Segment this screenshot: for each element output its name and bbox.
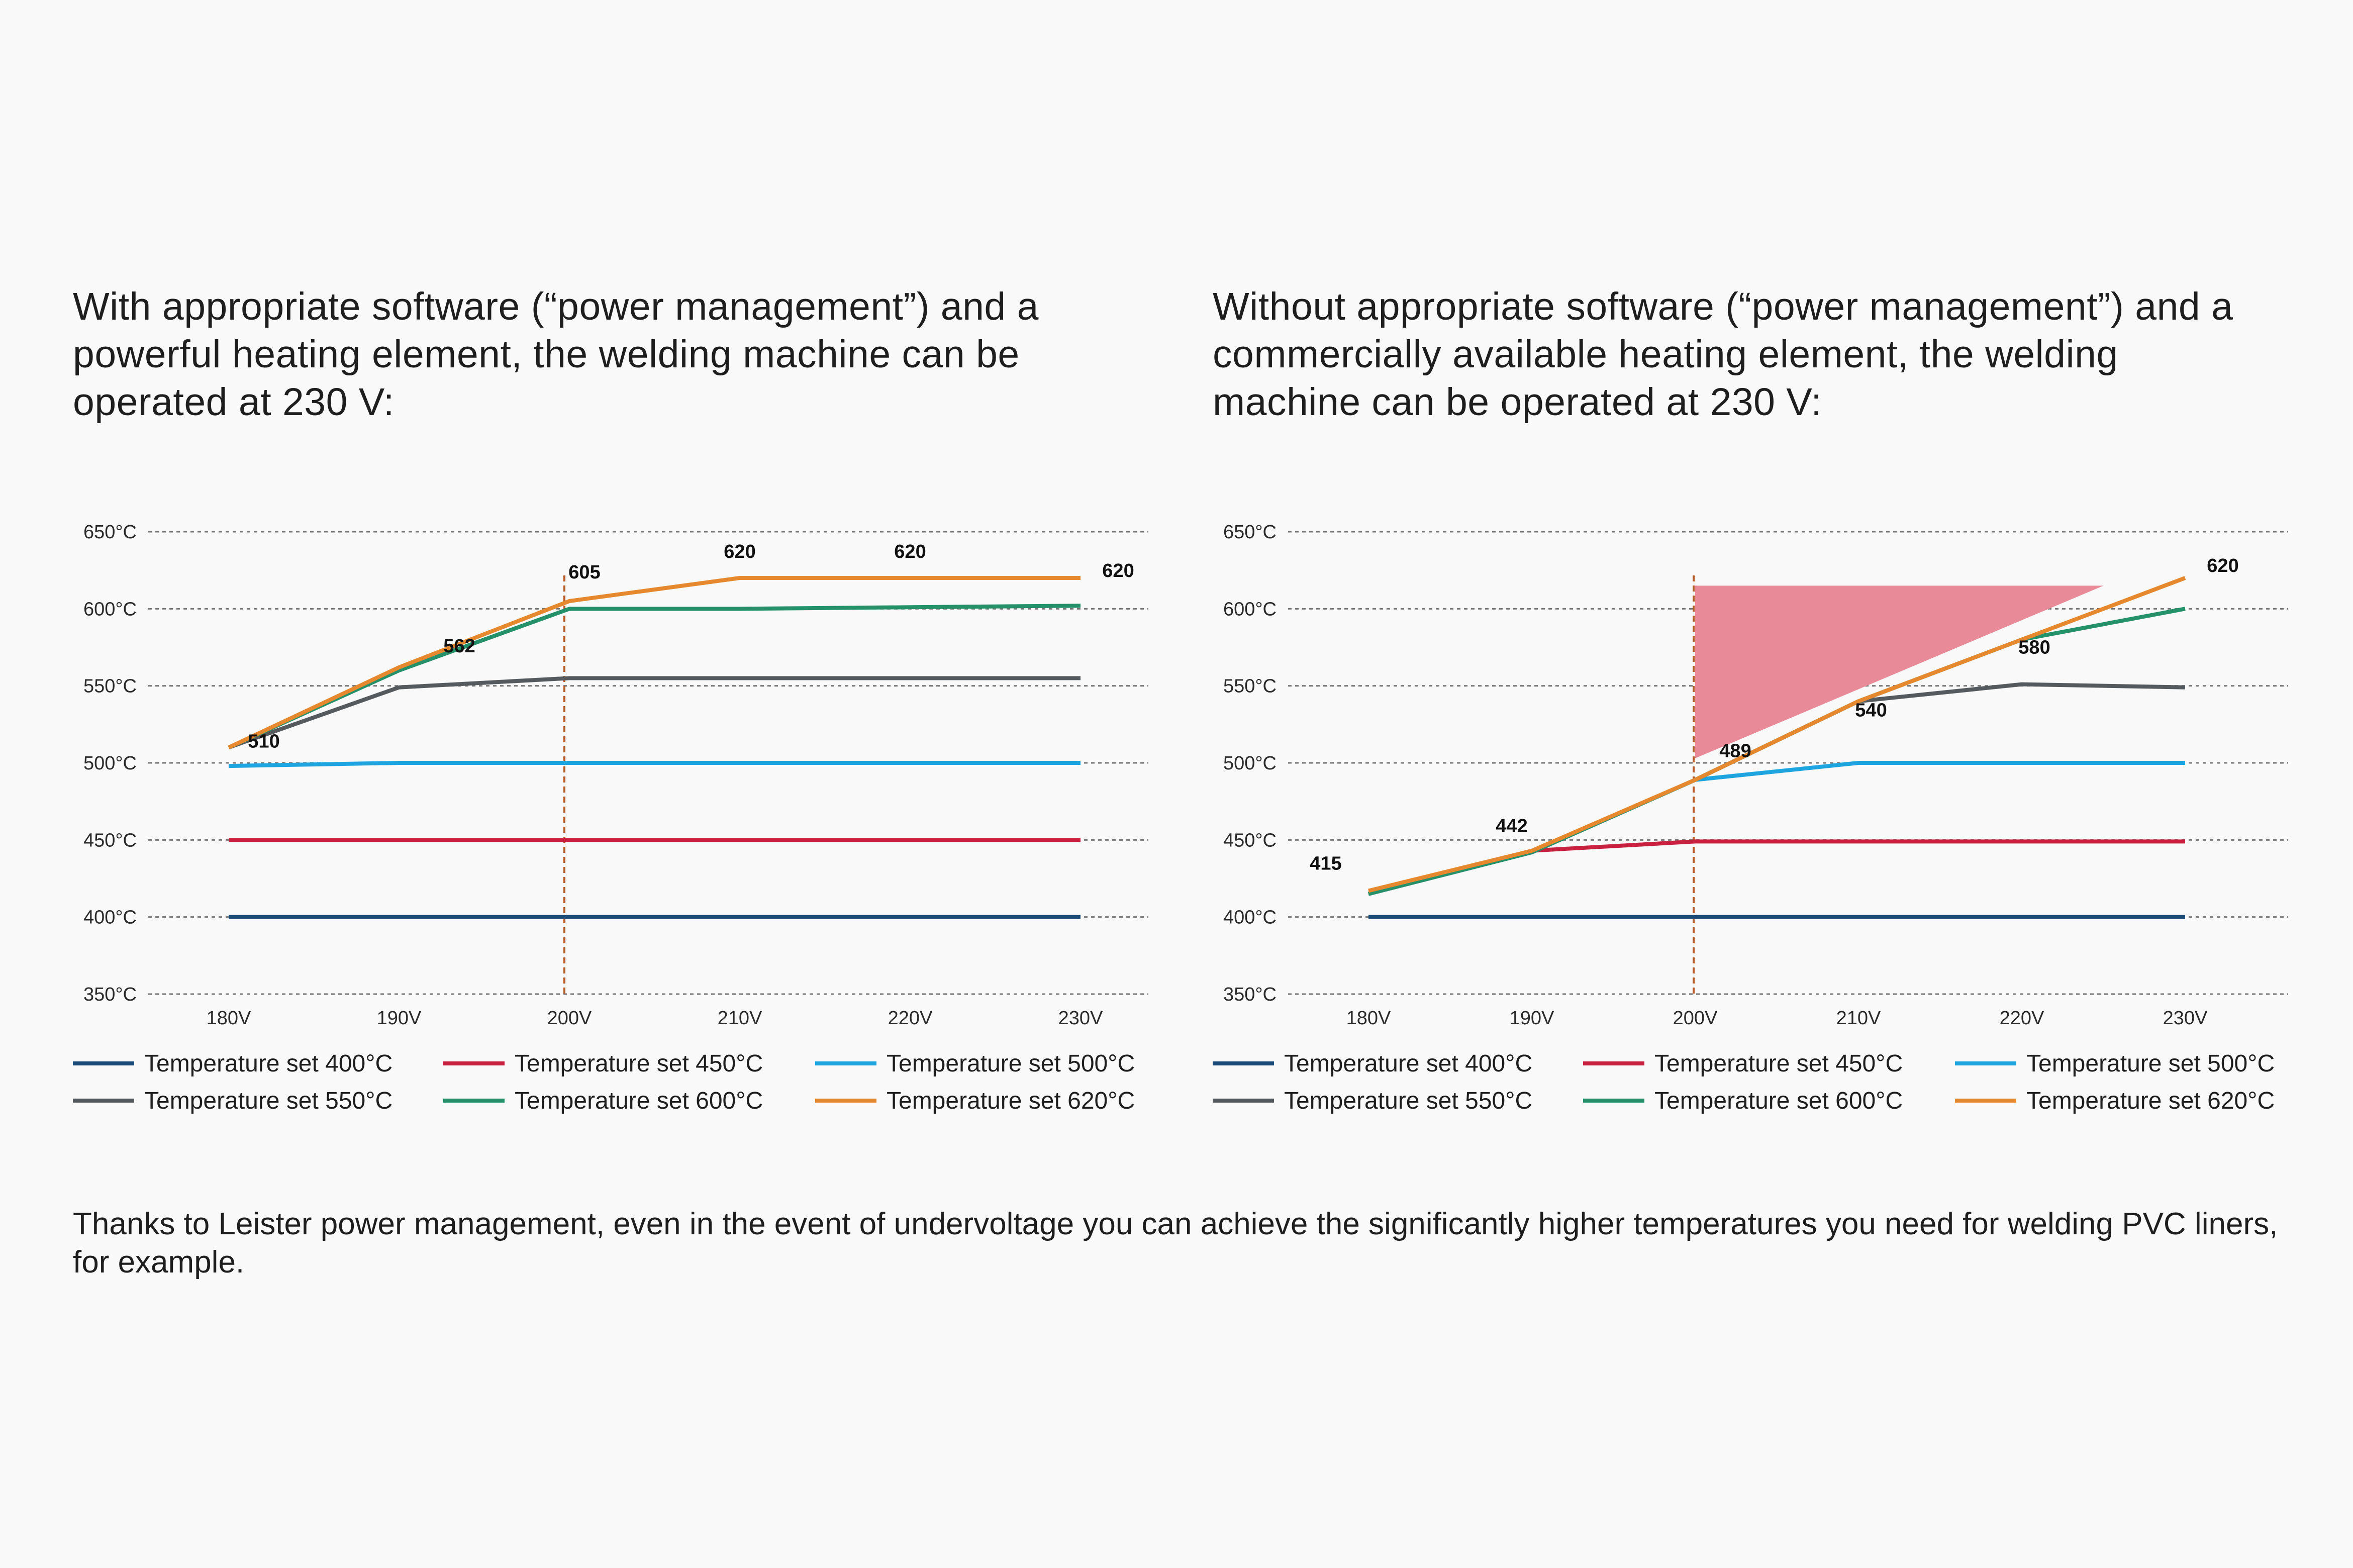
x-tick-label: 190V bbox=[377, 1008, 422, 1029]
x-tick-label: 210V bbox=[1836, 1008, 1881, 1029]
legend-label: Temperature set 600°C bbox=[1654, 1087, 1903, 1114]
y-tick-label: 350°C bbox=[83, 984, 137, 1005]
data-label: 620 bbox=[894, 541, 926, 562]
legend-swatch bbox=[73, 1061, 134, 1065]
legend-label: Temperature set 450°C bbox=[515, 1050, 763, 1077]
x-tick-label: 200V bbox=[1673, 1008, 1718, 1029]
legend-item: Temperature set 500°C bbox=[815, 1050, 1143, 1077]
legend-swatch bbox=[815, 1061, 876, 1065]
x-tick-label: 220V bbox=[888, 1008, 933, 1029]
legend-item: Temperature set 400°C bbox=[73, 1050, 443, 1077]
legend-label: Temperature set 550°C bbox=[1284, 1087, 1533, 1114]
x-tick-label: 190V bbox=[1510, 1008, 1554, 1029]
legend-item: Temperature set 620°C bbox=[1955, 1088, 2283, 1114]
y-tick-label: 550°C bbox=[1223, 676, 1277, 697]
series-line bbox=[1367, 839, 2185, 896]
y-tick-label: 550°C bbox=[83, 676, 137, 697]
legend-swatch bbox=[73, 1099, 134, 1103]
legend-swatch bbox=[1955, 1099, 2016, 1103]
legend-swatch bbox=[1955, 1061, 2016, 1065]
legend-label: Temperature set 550°C bbox=[144, 1087, 393, 1114]
line-chart-right: 650°C 600°C 550°C 500°C 450°C 400°C 350°C 180V 1… bbox=[1223, 522, 2288, 1029]
legend-label: Temperature set 600°C bbox=[515, 1087, 763, 1114]
y-tick-label: 400°C bbox=[83, 907, 137, 928]
legend-swatch bbox=[1213, 1061, 1274, 1065]
chart-heading-right: Without appropriate software (“power man… bbox=[1213, 285, 2233, 424]
y-tick-label: 650°C bbox=[1223, 522, 1277, 543]
data-label: 620 bbox=[724, 541, 755, 562]
y-tick-label: 500°C bbox=[1223, 753, 1277, 774]
data-label: 442 bbox=[1496, 816, 1527, 837]
legend-item: Temperature set 600°C bbox=[1583, 1088, 1955, 1114]
data-label: 415 bbox=[1310, 853, 1341, 874]
data-label: 620 bbox=[2207, 555, 2238, 576]
x-tick-label: 220V bbox=[2000, 1008, 2044, 1029]
y-tick-label: 400°C bbox=[1223, 907, 1277, 928]
legend-label: Temperature set 450°C bbox=[1654, 1050, 1903, 1077]
legend-left: Temperature set 400°C Temperature set 450… bbox=[73, 1050, 1143, 1114]
footer-text: Thanks to Leister power management, even… bbox=[73, 1207, 2278, 1280]
series-line bbox=[228, 676, 1081, 750]
chart-heading-left: With appropriate software (“power manage… bbox=[73, 285, 1039, 424]
x-tick-label: 230V bbox=[1058, 1008, 1103, 1029]
x-tick-label: 180V bbox=[1346, 1008, 1391, 1029]
legend-label: Temperature set 620°C bbox=[2026, 1087, 2275, 1114]
line-chart-left: 650°C 600°C 550°C 500°C 450°C 400°C 350°C 180V 1… bbox=[83, 522, 1148, 1029]
x-tick-label: 180V bbox=[207, 1008, 251, 1029]
legend-item: Temperature set 620°C bbox=[815, 1088, 1143, 1114]
y-tick-label: 350°C bbox=[1223, 984, 1277, 1005]
legend-label: Temperature set 500°C bbox=[887, 1050, 1135, 1077]
legend-item: Temperature set 500°C bbox=[1955, 1050, 2283, 1077]
y-tick-label: 600°C bbox=[83, 599, 137, 620]
legend-item: Temperature set 600°C bbox=[443, 1088, 815, 1114]
legend-label: Temperature set 400°C bbox=[1284, 1050, 1533, 1077]
y-tick-label: 450°C bbox=[1223, 830, 1277, 851]
series-line bbox=[228, 576, 1081, 749]
data-label: 580 bbox=[2018, 637, 2050, 658]
y-tick-label: 450°C bbox=[83, 830, 137, 851]
legend-label: Temperature set 400°C bbox=[144, 1050, 393, 1077]
data-label: 540 bbox=[1855, 700, 1887, 721]
series-line bbox=[1368, 576, 2186, 893]
legend-label: Temperature set 620°C bbox=[887, 1087, 1135, 1114]
y-tick-label: 650°C bbox=[83, 522, 137, 543]
shaded-region bbox=[1695, 585, 2104, 758]
data-label: 510 bbox=[248, 731, 279, 752]
legend-item: Temperature set 450°C bbox=[443, 1050, 815, 1077]
legend-label: Temperature set 500°C bbox=[2026, 1050, 2275, 1077]
legend-swatch bbox=[815, 1099, 876, 1103]
data-label: 605 bbox=[568, 562, 600, 583]
legend-item: Temperature set 550°C bbox=[73, 1088, 443, 1114]
legend-item: Temperature set 400°C bbox=[1213, 1050, 1583, 1077]
legend-swatch bbox=[1213, 1099, 1274, 1103]
legend-swatch bbox=[443, 1061, 505, 1065]
data-label: 620 bbox=[1102, 560, 1134, 581]
legend-item: Temperature set 450°C bbox=[1583, 1050, 1955, 1077]
y-tick-label: 500°C bbox=[83, 753, 137, 774]
series-line bbox=[1368, 761, 2185, 896]
legend-swatch bbox=[443, 1099, 505, 1103]
legend-right: Temperature set 400°C Temperature set 450… bbox=[1213, 1050, 2283, 1114]
series-line bbox=[228, 761, 1081, 768]
x-tick-label: 210V bbox=[718, 1008, 762, 1029]
legend-swatch bbox=[1583, 1099, 1644, 1103]
x-tick-label: 200V bbox=[547, 1008, 592, 1029]
series-line bbox=[228, 604, 1081, 749]
data-label: 562 bbox=[443, 636, 475, 657]
legend-swatch bbox=[1583, 1061, 1644, 1065]
legend-item: Temperature set 550°C bbox=[1213, 1088, 1583, 1114]
data-label: 489 bbox=[1719, 741, 1751, 762]
x-tick-label: 230V bbox=[2163, 1008, 2208, 1029]
y-tick-label: 600°C bbox=[1223, 599, 1277, 620]
